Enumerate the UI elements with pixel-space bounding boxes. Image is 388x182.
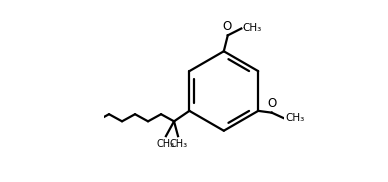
Text: O: O xyxy=(267,97,277,110)
Text: O: O xyxy=(222,20,232,33)
Text: CH₃: CH₃ xyxy=(156,139,175,149)
Text: CH₃: CH₃ xyxy=(242,23,262,33)
Text: CH₃: CH₃ xyxy=(285,113,305,123)
Text: CH₃: CH₃ xyxy=(169,139,187,149)
